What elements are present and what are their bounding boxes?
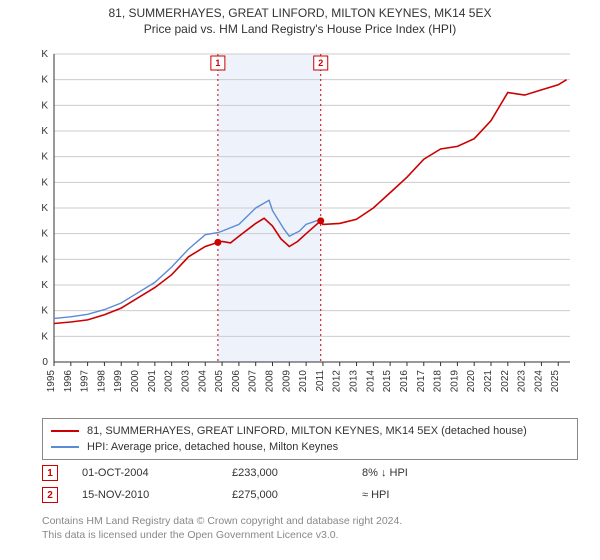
sale-hpi: 8% ↓ HPI [362,467,492,479]
svg-text:2: 2 [318,58,323,68]
svg-text:1998: 1998 [96,370,107,393]
svg-text:£600K: £600K [42,49,48,60]
svg-text:2025: 2025 [550,370,561,393]
svg-text:2020: 2020 [466,370,477,393]
sale-price: £275,000 [232,489,362,501]
sale-row: 1 01-OCT-2004 £233,000 8% ↓ HPI [42,462,578,484]
title-subtitle: Price paid vs. HM Land Registry's House … [0,20,600,36]
svg-text:2021: 2021 [483,370,494,393]
svg-text:2008: 2008 [265,370,276,393]
chart-svg: £0 £50K £100K £150K £200K £250K £300K £350K £400… [42,44,582,404]
sale-hpi: ≈ HPI [362,489,492,501]
footer-notes: Contains HM Land Registry data © Crown c… [42,514,402,542]
svg-text:£500K: £500K [42,100,48,111]
svg-text:2016: 2016 [399,370,410,393]
svg-text:2024: 2024 [533,370,544,393]
svg-text:2022: 2022 [500,370,511,393]
title-address: 81, SUMMERHAYES, GREAT LINFORD, MILTON K… [0,6,600,20]
svg-text:£50K: £50K [42,331,48,342]
svg-text:2002: 2002 [164,370,175,393]
sales-table: 1 01-OCT-2004 £233,000 8% ↓ HPI 2 15-NOV… [42,462,578,506]
svg-text:2018: 2018 [433,370,444,393]
sale-date: 01-OCT-2004 [82,467,232,479]
svg-text:2001: 2001 [147,370,158,393]
svg-text:£100K: £100K [42,306,48,317]
svg-text:1996: 1996 [63,370,74,393]
svg-text:2007: 2007 [248,370,259,393]
legend-label: HPI: Average price, detached house, Milt… [87,441,338,453]
svg-text:2004: 2004 [197,370,208,393]
svg-text:£150K: £150K [42,280,48,291]
svg-text:2003: 2003 [180,370,191,393]
svg-text:1995: 1995 [46,370,57,393]
svg-text:2010: 2010 [298,370,309,393]
svg-text:2013: 2013 [349,370,360,393]
svg-text:£350K: £350K [42,177,48,188]
svg-text:£450K: £450K [42,126,48,137]
svg-text:1997: 1997 [80,370,91,393]
svg-text:2012: 2012 [332,370,343,393]
chart-titles: 81, SUMMERHAYES, GREAT LINFORD, MILTON K… [0,0,600,36]
chart: £0 £50K £100K £150K £200K £250K £300K £350K £400… [42,44,582,404]
svg-text:2011: 2011 [315,370,326,392]
svg-text:£200K: £200K [42,254,48,265]
sale-date: 15-NOV-2010 [82,489,232,501]
sale-row: 2 15-NOV-2010 £275,000 ≈ HPI [42,484,578,506]
legend: 81, SUMMERHAYES, GREAT LINFORD, MILTON K… [42,418,578,460]
svg-text:£300K: £300K [42,203,48,214]
svg-text:2005: 2005 [214,370,225,393]
sale-marker-number: 1 [47,468,53,479]
svg-text:£550K: £550K [42,75,48,86]
sale-price: £233,000 [232,467,362,479]
legend-label: 81, SUMMERHAYES, GREAT LINFORD, MILTON K… [87,425,527,437]
svg-text:1: 1 [215,58,220,68]
svg-text:2017: 2017 [416,370,427,393]
footer-line: This data is licensed under the Open Gov… [42,528,402,542]
svg-text:2000: 2000 [130,370,141,393]
footer-line: Contains HM Land Registry data © Crown c… [42,514,402,528]
svg-text:2015: 2015 [382,370,393,393]
svg-text:2019: 2019 [449,370,460,393]
legend-swatch [51,446,79,448]
svg-text:2023: 2023 [517,370,528,393]
svg-text:2014: 2014 [365,370,376,393]
svg-text:£0: £0 [42,357,48,368]
sale-marker-box: 2 [42,487,58,503]
sale-marker-box: 1 [42,465,58,481]
svg-text:£400K: £400K [42,152,48,163]
sale-marker-number: 2 [47,490,53,501]
svg-text:1999: 1999 [113,370,124,393]
legend-swatch [51,430,79,432]
svg-text:£250K: £250K [42,229,48,240]
legend-item: HPI: Average price, detached house, Milt… [51,439,569,455]
svg-text:2006: 2006 [231,370,242,393]
legend-item: 81, SUMMERHAYES, GREAT LINFORD, MILTON K… [51,423,569,439]
svg-text:2009: 2009 [281,370,292,393]
